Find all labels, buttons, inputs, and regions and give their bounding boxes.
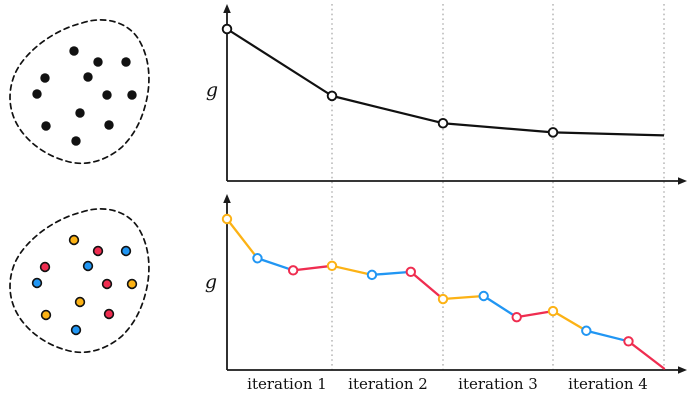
bottom-chart-marker-blue: [252, 253, 263, 264]
cluster-dot-black: [83, 72, 93, 82]
cluster-dot-black: [102, 90, 112, 100]
bottom-chart-marker-blue: [581, 325, 592, 336]
bottom-chart-marker-yellow: [326, 260, 338, 272]
bottom-chart-marker-red: [623, 336, 634, 347]
x-tick-label-iteration-1: iteration 1: [247, 375, 327, 393]
bottom-cluster-outline: [9, 208, 150, 354]
cluster-dot-red: [39, 261, 51, 273]
cluster-dot-black: [127, 90, 137, 100]
bottom-chart-segment-yellow: [225, 217, 259, 260]
bottom-chart-segment-blue: [370, 270, 412, 277]
bottom-chart-segment-blue: [585, 329, 630, 343]
bottom-chart-marker-red: [511, 311, 522, 323]
bottom-chart-ylabel: g: [205, 271, 217, 293]
top-y-axis-arrow: [223, 4, 231, 13]
chart-axes: [223, 4, 687, 374]
cluster-dot-black: [93, 57, 103, 67]
bottom-chart-series: [221, 213, 666, 370]
cluster-dot-red: [103, 308, 115, 320]
cluster-dot-black: [69, 46, 79, 56]
cluster-dot-black: [32, 89, 42, 99]
bottom-chart-marker-yellow: [437, 293, 449, 305]
x-tick-label-iteration-4: iteration 4: [568, 375, 648, 393]
bottom-chart-segment-yellow: [441, 294, 485, 301]
bottom-cluster-blob: [9, 208, 150, 354]
x-tick-label-iteration-3: iteration 3: [458, 375, 538, 393]
top-cluster-blob: [9, 19, 150, 165]
x-tick-label-iteration-2: iteration 2: [348, 375, 428, 393]
top-x-axis-arrow: [678, 177, 687, 185]
top-chart-series: [221, 23, 665, 138]
cluster-dot-yellow: [74, 296, 86, 308]
cluster-dot-yellow: [68, 234, 80, 246]
cluster-dot-yellow: [126, 278, 138, 290]
cluster-dot-black: [75, 108, 85, 118]
cluster-dot-yellow: [40, 309, 52, 321]
top-chart-marker: [221, 23, 233, 35]
bottom-chart-marker-red: [287, 265, 299, 276]
cluster-dot-red: [92, 245, 104, 257]
cluster-dot-blue: [31, 277, 43, 289]
cluster-dot-black: [104, 120, 114, 130]
bottom-chart-segment-blue: [256, 257, 295, 272]
bottom-chart-segment-red: [515, 309, 555, 319]
cluster-dot-black: [121, 57, 131, 67]
top-chart-marker: [437, 117, 449, 129]
cluster-dot-blue: [120, 245, 132, 257]
bottom-chart-marker-blue: [366, 269, 378, 281]
cluster-dot-black: [71, 136, 81, 146]
cluster-dot-black: [40, 73, 50, 83]
cluster-dot-red: [101, 278, 113, 290]
bottom-chart-segment-red: [627, 340, 666, 370]
bottom-chart-segment-yellow: [551, 309, 588, 332]
bottom-chart-marker-yellow: [547, 305, 559, 317]
bottom-chart-segment-red: [291, 264, 334, 272]
bottom-chart-segment-yellow: [330, 264, 374, 277]
top-chart-marker: [326, 90, 338, 102]
top-chart-marker: [547, 127, 559, 138]
bottom-chart-marker-blue: [478, 290, 489, 302]
bottom-x-axis-arrow: [678, 366, 687, 374]
bottom-y-axis-arrow: [223, 194, 231, 203]
bottom-chart-segment-red: [409, 270, 445, 301]
top-cluster-outline: [9, 19, 150, 165]
iteration-gridlines: [331, 4, 665, 370]
bottom-chart-marker-red: [405, 266, 417, 278]
cluster-dot-blue: [70, 324, 82, 336]
cluster-dot-blue: [82, 260, 94, 272]
top-chart-ylabel: g: [206, 79, 218, 101]
bottom-chart-segment-blue: [482, 294, 518, 319]
cluster-dot-black: [41, 121, 51, 131]
bottom-chart-marker-yellow: [221, 213, 233, 225]
